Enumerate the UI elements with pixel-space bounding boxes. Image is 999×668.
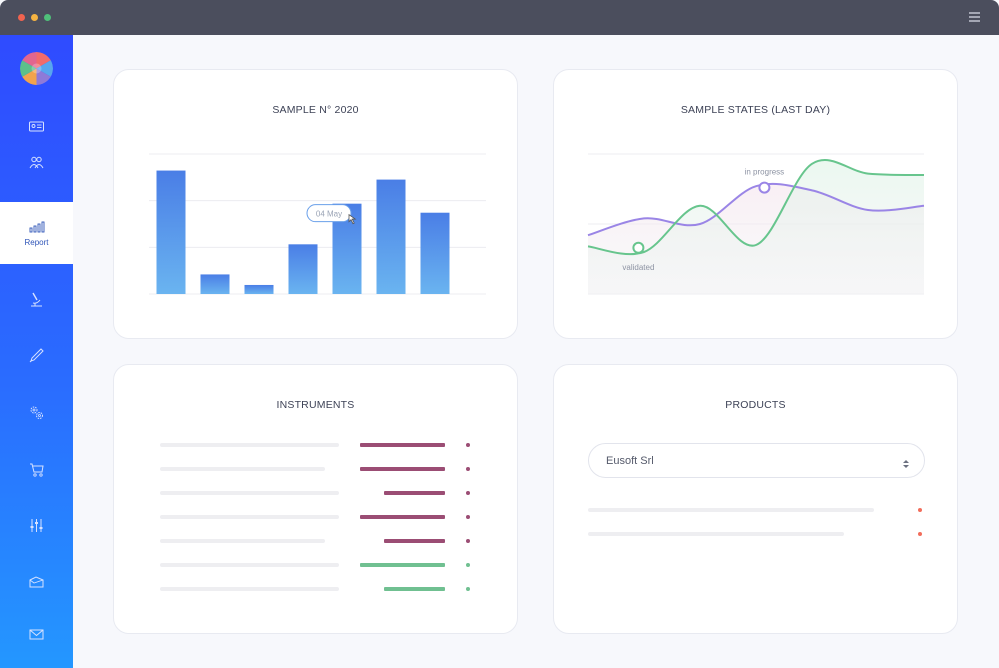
instrument-name-placeholder bbox=[160, 515, 339, 519]
bar-chart-icon bbox=[28, 218, 45, 235]
sample-bar-chart: 04 May bbox=[149, 153, 486, 295]
instrument-usage-bar bbox=[360, 467, 445, 471]
instrument-name-placeholder bbox=[160, 443, 339, 447]
instrument-status-dot bbox=[466, 467, 470, 471]
card-title: INSTRUMENTS bbox=[276, 399, 355, 411]
pipette-icon[interactable] bbox=[28, 347, 45, 364]
instrument-usage-bar bbox=[360, 515, 445, 519]
pointer-cursor-icon bbox=[348, 213, 357, 225]
instruments-card: INSTRUMENTS bbox=[113, 364, 518, 634]
bar bbox=[200, 274, 230, 294]
product-select[interactable]: Eusoft Srl bbox=[588, 443, 925, 478]
select-arrows-icon bbox=[902, 455, 910, 468]
id-card-icon[interactable] bbox=[28, 118, 45, 135]
sample-states-card: SAMPLE STATES (LAST DAY) validated in pro… bbox=[553, 69, 958, 339]
product-row bbox=[554, 532, 959, 536]
sidebar-item-report[interactable]: Report bbox=[0, 202, 73, 264]
instrument-row bbox=[114, 539, 519, 543]
series-area bbox=[588, 160, 924, 294]
instrument-usage-bar bbox=[360, 563, 445, 567]
instrument-usage-bar bbox=[383, 539, 445, 543]
instrument-name-placeholder bbox=[160, 563, 339, 567]
series-line bbox=[587, 159, 925, 256]
instrument-row bbox=[114, 491, 519, 495]
product-name-placeholder bbox=[588, 532, 845, 536]
sidebar-item-label: Report bbox=[24, 238, 49, 247]
maximize-window-button[interactable] bbox=[44, 14, 51, 21]
open-box-icon[interactable] bbox=[28, 573, 45, 590]
product-row bbox=[554, 508, 959, 512]
instrument-row bbox=[114, 515, 519, 519]
instrument-status-dot bbox=[466, 515, 470, 519]
instrument-status-dot bbox=[466, 563, 470, 567]
bar bbox=[156, 170, 186, 294]
sidebar: Report bbox=[0, 35, 73, 668]
instrument-status-dot bbox=[466, 587, 470, 591]
product-name-placeholder bbox=[588, 508, 875, 512]
microscope-icon[interactable] bbox=[28, 291, 45, 308]
bar bbox=[288, 244, 318, 294]
users-icon[interactable] bbox=[28, 154, 45, 171]
cart-icon[interactable] bbox=[28, 461, 45, 478]
window-titlebar bbox=[0, 0, 999, 35]
bar bbox=[244, 284, 274, 294]
product-status-dot bbox=[918, 532, 922, 536]
instrument-name-placeholder bbox=[160, 491, 339, 495]
bar bbox=[420, 212, 450, 294]
minimize-window-button[interactable] bbox=[31, 14, 38, 21]
instrument-row bbox=[114, 443, 519, 447]
instrument-row bbox=[114, 563, 519, 567]
instrument-name-placeholder bbox=[160, 467, 325, 471]
data-point bbox=[758, 181, 771, 194]
instrument-row bbox=[114, 587, 519, 591]
product-status-dot bbox=[918, 508, 922, 512]
instrument-row bbox=[114, 467, 519, 471]
card-title: SAMPLE STATES (LAST DAY) bbox=[680, 104, 831, 116]
hamburger-menu-icon[interactable] bbox=[969, 12, 980, 22]
tooltip-bubble bbox=[306, 204, 352, 223]
sliders-icon[interactable] bbox=[28, 517, 45, 534]
instrument-status-dot bbox=[466, 491, 470, 495]
annotation-label: in progress bbox=[745, 168, 785, 177]
instrument-status-dot bbox=[466, 539, 470, 543]
product-select-value: Eusoft Srl bbox=[606, 455, 654, 467]
mail-icon[interactable] bbox=[28, 626, 45, 643]
instrument-status-dot bbox=[466, 443, 470, 447]
instrument-name-placeholder bbox=[160, 587, 339, 591]
color-wheel-logo bbox=[20, 52, 53, 85]
sample-states-line-chart: validated in progress bbox=[587, 153, 925, 295]
products-card: PRODUCTS Eusoft Srl bbox=[553, 364, 958, 634]
instrument-usage-bar bbox=[360, 443, 445, 447]
card-title: PRODUCTS bbox=[725, 399, 786, 411]
sample-count-card: SAMPLE N° 2020 04 May bbox=[113, 69, 518, 339]
instrument-usage-bar bbox=[383, 587, 445, 591]
instrument-usage-bar bbox=[383, 491, 445, 495]
instrument-name-placeholder bbox=[160, 539, 325, 543]
tooltip-label: 04 May bbox=[316, 210, 342, 219]
close-window-button[interactable] bbox=[18, 14, 25, 21]
gears-icon[interactable] bbox=[28, 404, 45, 421]
card-title: SAMPLE N° 2020 bbox=[272, 104, 359, 116]
data-point bbox=[632, 241, 645, 254]
series-line bbox=[587, 182, 925, 237]
bar bbox=[376, 179, 406, 294]
annotation-label: validated bbox=[622, 263, 654, 272]
